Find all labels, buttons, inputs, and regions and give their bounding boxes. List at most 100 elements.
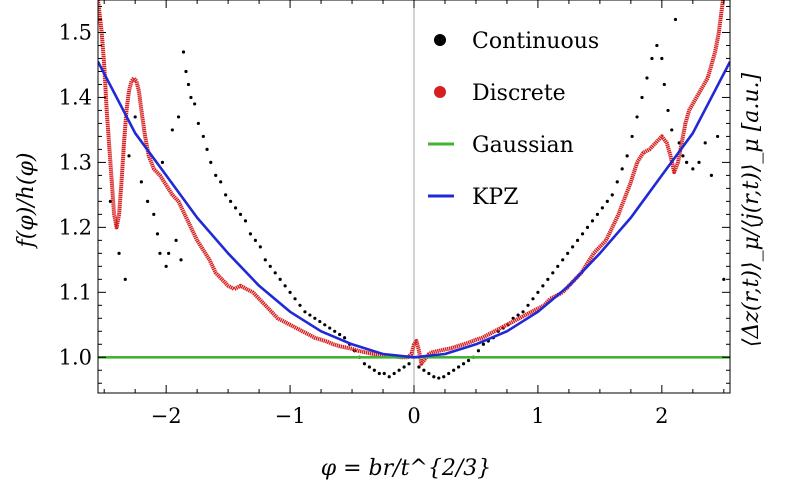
continuous-point (417, 365, 421, 369)
continuous-point (298, 303, 302, 307)
continuous-point (209, 160, 213, 164)
continuous-point (193, 102, 197, 106)
continuous-point (233, 206, 238, 210)
discrete-legend-label: Discrete (472, 81, 566, 106)
continuous-point (273, 271, 277, 275)
gaussian-legend-label: Gaussian (472, 133, 574, 158)
continuous-point (447, 371, 451, 376)
continuous-point (481, 342, 485, 346)
continuous-point (691, 167, 695, 171)
y-tick-label: 1.0 (59, 345, 92, 369)
continuous-point (536, 290, 540, 294)
continuous-point (343, 336, 347, 340)
continuous-point (293, 297, 297, 301)
y-tick-label: 1.5 (59, 20, 92, 44)
continuous-point (278, 277, 282, 281)
continuous-point (323, 323, 327, 327)
continuous-point (158, 251, 162, 255)
continuous-point (407, 362, 411, 366)
continuous-point (219, 180, 223, 184)
continuous-point (673, 17, 678, 22)
continuous-point (117, 251, 121, 255)
continuous-point (590, 219, 595, 223)
continuous-point (318, 319, 322, 324)
continuous-point (184, 69, 188, 74)
continuous-point (546, 277, 550, 281)
x-tick-label: 2 (655, 404, 668, 428)
continuous-point (600, 206, 604, 210)
continuous-point (243, 219, 248, 223)
y-tick-label: 1.2 (59, 215, 92, 239)
continuous-point (174, 238, 178, 242)
y-tick-label: 1.3 (59, 150, 92, 174)
continuous-point (511, 316, 515, 320)
continuous-point (189, 95, 193, 100)
continuous-point (703, 141, 707, 145)
continuous-point (258, 245, 262, 249)
continuous-point (397, 368, 401, 372)
continuous-point (263, 258, 267, 262)
continuous-point (681, 154, 685, 158)
continuous-point (685, 160, 689, 164)
x-tick-label: 1 (531, 404, 544, 428)
continuous-point (551, 271, 555, 275)
x-tick-label: 0 (407, 404, 420, 428)
continuous-point (709, 173, 714, 177)
continuous-point (139, 180, 143, 184)
kpz-legend-label: KPZ (472, 185, 519, 210)
continuous-point (402, 365, 406, 369)
continuous-point (650, 56, 654, 61)
continuous-point (541, 284, 545, 288)
continuous-point (170, 128, 174, 132)
x-tick-label: −1 (275, 404, 306, 428)
continuous-point (186, 82, 191, 87)
continuous-point (630, 134, 634, 139)
continuous-point (164, 264, 168, 268)
y-tick-label: 1.4 (59, 85, 92, 109)
continuous-point (635, 115, 639, 119)
continuous-point (610, 193, 614, 197)
continuous-point (123, 277, 127, 281)
continuous-point (152, 212, 156, 216)
y-axis-label: f(φ)/h(φ) (14, 153, 39, 250)
continuous-point (722, 277, 726, 281)
continuous-point (640, 95, 644, 100)
continuous-point (248, 232, 253, 236)
continuous-point (437, 376, 441, 380)
continuous-point (422, 368, 426, 372)
continuous-point (372, 368, 376, 372)
continuous-point (585, 225, 590, 229)
discrete-legend-marker (434, 86, 446, 98)
continuous-point (238, 212, 243, 216)
continuous-point (160, 160, 165, 164)
kpz-series-line (98, 61, 730, 359)
continuous-point (526, 303, 530, 307)
continuous-point (127, 154, 131, 158)
continuous-point (303, 310, 307, 314)
continuous-point (655, 43, 659, 48)
continuous-point (224, 193, 228, 197)
continuous-point (253, 238, 257, 242)
continuous-point (179, 258, 183, 262)
continuous-point (155, 232, 160, 236)
continuous-point (362, 362, 367, 366)
continuous-point (666, 108, 670, 113)
continuous-point (697, 160, 701, 164)
continuous-point (427, 371, 431, 376)
continuous-point (181, 50, 186, 54)
continuous-point (367, 365, 371, 369)
continuous-point (571, 245, 575, 249)
continuous-point (167, 251, 171, 255)
discrete-series-line (98, 0, 725, 366)
continuous-point (288, 290, 292, 294)
continuous-point (476, 349, 481, 353)
continuous-point (516, 313, 520, 317)
continuous-point (670, 128, 674, 132)
continuous-legend-marker (434, 34, 446, 46)
continuous-point (214, 173, 218, 177)
continuous-point (716, 134, 720, 139)
continuous-point (392, 371, 396, 376)
continuous-point (377, 371, 381, 376)
